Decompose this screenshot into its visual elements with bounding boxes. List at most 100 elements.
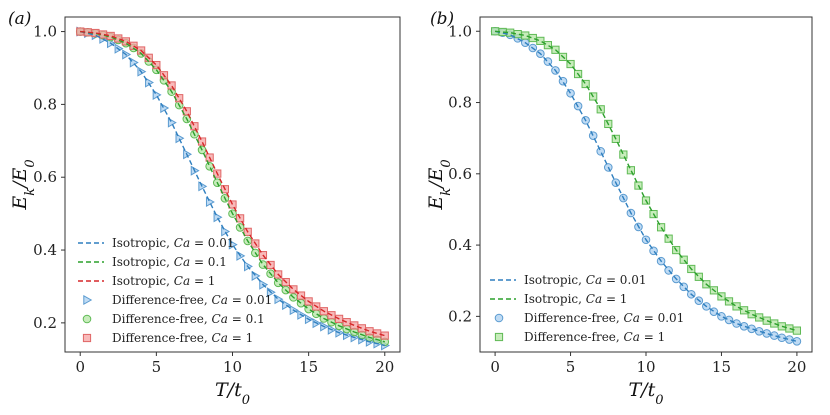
legend-marker: [83, 294, 93, 306]
data-point: [121, 37, 131, 46]
y-tick-label: 0.4: [33, 241, 57, 259]
legend-marker: [82, 333, 92, 343]
series-line: [80, 30, 385, 347]
y-tick-label: 0.6: [33, 168, 57, 186]
legend-label-value: = 0.01: [228, 293, 272, 307]
data-point: [350, 321, 359, 330]
data-point: [282, 299, 292, 311]
y-tick-label: 1.0: [448, 22, 472, 40]
data-point: [739, 322, 749, 331]
legend-label-value: = 0.1: [228, 312, 265, 326]
legend-label: Difference-free, Ca = 1: [524, 330, 665, 344]
legend-label: Difference-free, Ca = 0.1: [112, 312, 265, 326]
data-point: [197, 137, 207, 146]
x-axis-label: T/t0: [629, 379, 664, 408]
data-point: [296, 291, 306, 300]
series-line: [80, 30, 385, 337]
data-point: [289, 285, 298, 294]
data-point: [762, 329, 772, 338]
data-point: [566, 88, 575, 98]
x-tick-label: 0: [75, 358, 85, 376]
legend-label-ca: Ca: [212, 293, 228, 307]
x-tick-label: 20: [787, 358, 806, 376]
data-point: [581, 79, 590, 89]
legend-label-ca: Ca: [624, 330, 640, 344]
legend-label-ca: Ca: [212, 312, 228, 326]
data-point: [732, 319, 741, 328]
legend-label: Isotropic, Ca = 0.1: [112, 255, 227, 269]
legend-label-text: Difference-free,: [112, 331, 212, 345]
legend-label: Isotropic, Ca = 1: [524, 292, 627, 306]
legend-label: Isotropic, Ca = 1: [112, 274, 215, 288]
legend-label-text: Isotropic,: [112, 255, 174, 269]
x-axis-label: T/t0: [215, 379, 250, 408]
legend-label-text: Difference-free,: [112, 312, 212, 326]
y-label-sub-0: 0: [23, 159, 38, 167]
legend-label-ca: Ca: [586, 273, 602, 287]
y-tick-label: 1.0: [33, 23, 57, 41]
legend-label-value: = 1: [190, 274, 215, 288]
x-tick-label: 10: [223, 358, 242, 376]
y-label-sub-k: k: [439, 188, 454, 196]
data-area: [490, 26, 802, 346]
legend-label-ca: Ca: [212, 331, 228, 345]
data-point: [724, 297, 734, 306]
data-point: [762, 316, 771, 325]
y-tick-label: 0.8: [448, 94, 472, 112]
data-point: [175, 94, 184, 103]
data-point: [694, 272, 703, 281]
legend-label-ca: Ca: [586, 292, 602, 306]
x-tick-label: 5: [152, 358, 162, 376]
legend-marker: [494, 313, 504, 323]
data-point: [373, 329, 382, 338]
x-axis-label-subscript: 0: [655, 393, 663, 408]
data-point: [228, 200, 237, 209]
y-axis-label: Ek/E0: [425, 159, 454, 210]
legend-label-ca: Ca: [174, 236, 190, 250]
legend-label: Isotropic, Ca = 0.01: [524, 273, 647, 287]
data-point: [129, 57, 139, 68]
legend-label-text: Isotropic,: [112, 274, 174, 288]
y-label-E: E: [425, 196, 447, 211]
panel-label: (b): [430, 9, 454, 29]
data-point: [754, 327, 764, 336]
data-point: [732, 302, 741, 311]
data-point: [588, 131, 598, 140]
x-tick-label: 10: [636, 358, 655, 376]
legend-label-text: Difference-free,: [112, 293, 212, 307]
series-markers: [490, 27, 802, 335]
data-point: [755, 313, 764, 322]
data-area: [75, 26, 390, 351]
legend-label-value: = 0.1: [190, 255, 227, 269]
series-line: [495, 30, 798, 332]
data-point: [717, 312, 726, 321]
legend-marker: [82, 314, 92, 324]
data-point: [770, 319, 779, 328]
legend-label-ca: Ca: [174, 255, 190, 269]
data-point: [747, 310, 756, 319]
panel-label: (a): [8, 9, 31, 29]
legend-label-value: = 1: [228, 331, 253, 345]
legend-marker: [494, 332, 504, 342]
legend-label-value: = 1: [640, 330, 665, 344]
data-point: [357, 324, 367, 333]
data-point: [664, 234, 673, 243]
legend-label: Isotropic, Ca = 0.01: [112, 236, 235, 250]
x-tick-label: 15: [299, 358, 318, 376]
y-tick-label: 0.8: [33, 95, 57, 113]
series-line: [80, 30, 385, 343]
y-axis-label: Ek/E0: [9, 159, 38, 210]
legend-label-value: = 0.01: [640, 311, 684, 325]
x-tick-label: 5: [566, 358, 576, 376]
data-point: [792, 337, 802, 346]
legend-label-value: = 0.01: [602, 273, 646, 287]
y-label-sub-0: 0: [439, 159, 454, 167]
x-tick-label: 0: [490, 358, 500, 376]
data-point: [626, 166, 636, 175]
y-label-E0: /E: [9, 167, 31, 189]
legend-label-text: Isotropic,: [524, 292, 586, 306]
data-point: [739, 306, 749, 315]
legend-label-value: = 1: [602, 292, 627, 306]
